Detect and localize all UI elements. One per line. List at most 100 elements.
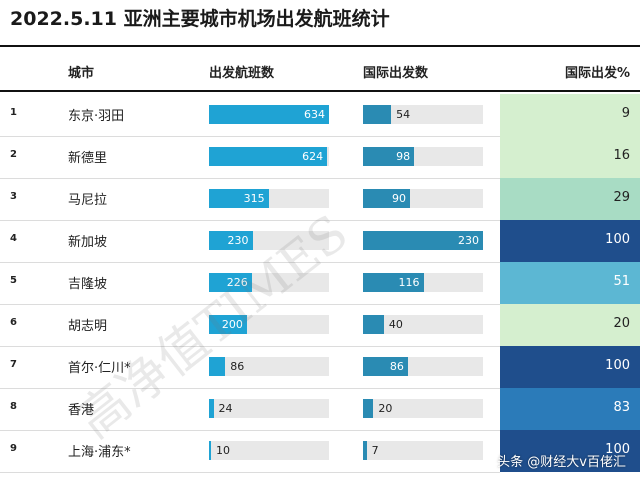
intl-value-label: 7 <box>371 444 379 457</box>
departures-track: 86 <box>209 357 329 376</box>
city-name: 东京·羽田 <box>68 109 125 124</box>
rank-number: 2 <box>10 149 17 160</box>
intl-pct-value: 100 <box>605 232 630 247</box>
intl-pct-cell: 100 <box>500 346 640 388</box>
row-separator <box>0 430 500 431</box>
rank-number: 9 <box>10 443 17 454</box>
departures-value-label: 10 <box>216 444 230 457</box>
intl-bar <box>363 441 367 460</box>
departures-bar <box>209 231 253 250</box>
intl-value-label: 98 <box>396 150 411 163</box>
table-row: 5 吉隆坡 226 116 51 <box>0 262 640 305</box>
intl-track: 54 <box>363 105 483 124</box>
table-row: 2 新德里 624 98 16 <box>0 136 640 179</box>
intl-track: 98 <box>363 147 483 166</box>
city-name: 胡志明 <box>68 319 108 334</box>
intl-pct-value: 100 <box>605 358 630 373</box>
table-row: 7 首尔·仁川* 86 86 100 <box>0 346 640 389</box>
departures-bar <box>209 357 226 376</box>
intl-pct-cell: 9 <box>500 94 640 136</box>
intl-track: 230 <box>363 231 483 250</box>
rank-number: 5 <box>10 275 17 286</box>
intl-bar <box>363 189 410 208</box>
intl-track: 86 <box>363 357 483 376</box>
intl-track: 7 <box>363 441 483 460</box>
city-name: 首尔·仁川* <box>68 361 131 376</box>
intl-pct-cell: 83 <box>500 388 640 430</box>
header-departures: 出发航班数 <box>209 66 275 81</box>
intl-pct-value: 29 <box>613 190 630 205</box>
rank-number: 3 <box>10 191 17 202</box>
intl-bar <box>363 273 424 292</box>
city-name: 马尼拉 <box>68 193 108 208</box>
rank-number: 6 <box>10 317 17 328</box>
city-name: 吉隆坡 <box>68 277 108 292</box>
intl-track: 20 <box>363 399 483 418</box>
intl-pct-value: 16 <box>613 148 630 163</box>
intl-pct-value: 20 <box>613 316 630 331</box>
row-separator <box>0 388 500 389</box>
rank-number: 7 <box>10 359 17 370</box>
intl-value-label: 90 <box>391 192 406 205</box>
departures-track: 315 <box>209 189 329 208</box>
row-separator <box>0 304 500 305</box>
header-city: 城市 <box>68 66 95 81</box>
departures-track: 10 <box>209 441 329 460</box>
row-separator <box>0 220 500 221</box>
header-rule <box>0 90 640 92</box>
intl-pct-value: 9 <box>621 106 630 121</box>
intl-track: 90 <box>363 189 483 208</box>
intl-value-label: 230 <box>458 234 479 247</box>
intl-track: 40 <box>363 315 483 334</box>
city-name: 新加坡 <box>68 235 108 250</box>
header-intl-pct: 国际出发% <box>564 66 630 81</box>
intl-bar <box>363 399 374 418</box>
rank-number: 4 <box>10 233 17 244</box>
departures-value-label: 226 <box>226 276 248 289</box>
rank-number: 1 <box>10 107 17 118</box>
table-row: 6 胡志明 200 40 20 <box>0 304 640 347</box>
intl-pct-value: 83 <box>613 400 630 415</box>
table-row: 1 东京·羽田 634 54 9 <box>0 94 640 137</box>
intl-bar <box>363 105 392 124</box>
intl-bar <box>363 231 483 250</box>
row-separator <box>0 472 500 473</box>
intl-pct-cell: 16 <box>500 136 640 178</box>
intl-value-label: 116 <box>398 276 420 289</box>
departures-bar <box>209 273 252 292</box>
city-name: 上海·浦东* <box>68 445 131 460</box>
intl-value-label: 20 <box>378 402 393 415</box>
departures-bar <box>209 147 328 166</box>
intl-pct-cell: 100 <box>500 220 640 262</box>
row-separator <box>0 136 500 137</box>
departures-bar <box>209 315 247 334</box>
departures-bar <box>209 441 211 460</box>
intl-pct-cell: 20 <box>500 304 640 346</box>
departures-value-label: 230 <box>227 234 249 247</box>
table-row: 8 香港 24 20 83 <box>0 388 640 431</box>
intl-pct-cell: 29 <box>500 178 640 220</box>
rank-number: 8 <box>10 401 17 412</box>
top-rule <box>0 45 640 47</box>
departures-track: 200 <box>209 315 329 334</box>
intl-value-label: 54 <box>396 108 411 121</box>
row-separator <box>0 178 500 179</box>
city-name: 新德里 <box>68 151 108 166</box>
intl-pct-value: 100 <box>605 442 630 457</box>
departures-track: 226 <box>209 273 329 292</box>
intl-bar <box>363 315 384 334</box>
departures-value-label: 24 <box>218 402 233 415</box>
table-row: 9 上海·浦东* 10 7 100 <box>0 430 640 473</box>
row-separator <box>0 346 500 347</box>
departures-value-label: 200 <box>221 318 243 331</box>
departures-bar <box>209 189 269 208</box>
intl-bar <box>363 147 415 166</box>
intl-pct-cell: 51 <box>500 262 640 304</box>
departures-value-label: 634 <box>304 108 325 121</box>
intl-value-label: 40 <box>388 318 403 331</box>
intl-pct-cell: 100 <box>500 430 640 472</box>
city-name: 香港 <box>68 403 95 418</box>
chart-title: 2022.5.11 亚洲主要城市机场出发航班统计 <box>10 8 390 30</box>
departures-track: 24 <box>209 399 329 418</box>
departures-value-label: 624 <box>302 150 324 163</box>
